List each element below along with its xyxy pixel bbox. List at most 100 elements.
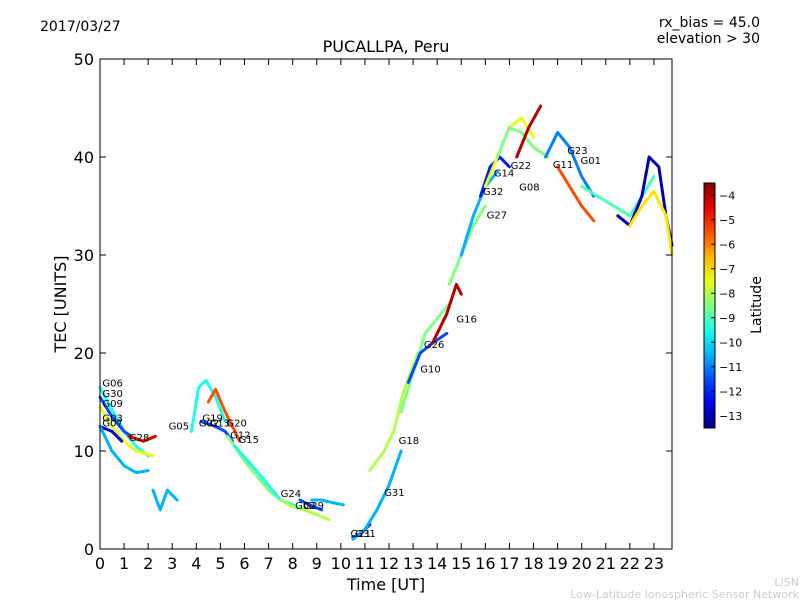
x-tick-label: 23 <box>644 554 664 573</box>
sat-label-g05: G05 <box>169 421 189 432</box>
series-line-g29 <box>310 498 345 507</box>
sat-label-g23: G23 <box>567 146 587 157</box>
sat-label-g20: G20 <box>226 419 246 430</box>
series-line-g31 <box>351 449 403 541</box>
sat-label-g29: G29 <box>304 501 324 512</box>
sat-label-g16: G16 <box>456 315 476 326</box>
y-tick-label: 50 <box>74 50 94 69</box>
series-line-g08 <box>495 126 550 159</box>
x-tick-label: 19 <box>547 554 567 573</box>
colorbar-tick-label: −10 <box>719 336 742 349</box>
sat-label-g24: G24 <box>281 489 301 500</box>
series-line-g09 <box>98 405 155 458</box>
colorbar: −4 −5 −6 −7 −8 −9 −10 −11 −12 −13 <box>703 182 742 429</box>
x-tick-label: 8 <box>288 554 298 573</box>
sat-label-g01: G01 <box>581 156 601 167</box>
plot-frame <box>99 58 673 550</box>
series-line-g20 <box>206 387 242 443</box>
x-tick-label: 16 <box>475 554 495 573</box>
x-tick-label: 3 <box>167 554 177 573</box>
x-tick-label: 9 <box>312 554 322 573</box>
x-tick-label: 10 <box>331 554 351 573</box>
plot-area: G06G30G09G03G07G28G05G19G02G13G20G12G15G… <box>74 50 674 573</box>
series-line-g32 <box>459 170 499 257</box>
series-line-g26 <box>406 331 449 384</box>
series-line-g01 <box>556 165 596 223</box>
y-tick-label: 0 <box>84 540 94 559</box>
sat-label-g19: G19 <box>202 414 222 425</box>
rx-bias-label: rx_bias = 45.0 <box>659 15 760 31</box>
sat-label-g11: G11 <box>553 160 573 171</box>
chart-title: PUCALLPA, Peru <box>323 37 450 56</box>
colorbar-tick-label: −11 <box>719 361 742 374</box>
colorbar-tick-label: −8 <box>719 287 735 300</box>
x-tick-label: 0 <box>95 554 105 573</box>
x-tick-label: 11 <box>355 554 375 573</box>
colorbar-tick-label: −13 <box>719 410 742 423</box>
series-line-g28 <box>127 434 157 443</box>
series-line-g05 <box>151 488 179 512</box>
y-tick-label: 10 <box>74 442 94 461</box>
series-line-g03 <box>98 425 124 443</box>
colorbar-tick-label: −5 <box>719 214 735 227</box>
series-line-g17 <box>580 175 656 218</box>
x-tick-label: 5 <box>215 554 225 573</box>
x-tick-label: 2 <box>143 554 153 573</box>
sat-label-g27: G27 <box>487 211 507 222</box>
x-tick-label: 15 <box>451 554 471 573</box>
series-line-g04 <box>628 189 674 257</box>
colorbar-label: Latitude <box>749 276 765 334</box>
x-tick-label: 22 <box>620 554 640 573</box>
series-line-g11 <box>515 104 543 159</box>
x-tick-label: 1 <box>119 554 129 573</box>
x-tick-label: 7 <box>263 554 273 573</box>
sat-label-g12: G12 <box>230 430 250 441</box>
colorbar-tick-label: −7 <box>719 263 735 276</box>
sat-label-g13: G13 <box>210 419 230 430</box>
series-line-g23 <box>544 131 596 198</box>
y-tick-label: 20 <box>74 344 94 363</box>
footer-org-short: LISN <box>774 576 799 589</box>
sat-label-g02: G02 <box>295 501 315 512</box>
sat-label-g28: G28 <box>129 433 149 444</box>
sat-label-g30: G30 <box>102 389 122 400</box>
x-tick-label: 6 <box>239 554 249 573</box>
series-line-g27 <box>447 204 487 286</box>
sat-label-g03: G03 <box>102 414 122 425</box>
sat-label-g31: G31 <box>355 529 375 540</box>
series-line-g15 <box>233 444 307 512</box>
x-tick-label: 12 <box>379 554 399 573</box>
series-line-g30 <box>98 395 133 438</box>
elevation-label: elevation > 30 <box>657 31 760 47</box>
colorbar-tick-label: −9 <box>719 312 735 325</box>
x-tick-label: 20 <box>572 554 592 573</box>
date-label: 2017/03/27 <box>40 19 121 35</box>
sat-label-g26: G26 <box>424 340 444 351</box>
colorbar-gradient <box>703 182 716 429</box>
sat-label-g09: G09 <box>102 399 122 410</box>
series-line-g19 <box>190 378 227 433</box>
colorbar-tick-label: −12 <box>719 385 742 398</box>
colorbar-tick-label: −4 <box>719 189 735 202</box>
series-line-g16 <box>430 282 463 345</box>
x-axis-label: Time [UT] <box>346 575 425 594</box>
sat-label-g21: G21 <box>351 529 371 540</box>
x-tick-label: 18 <box>523 554 543 573</box>
sat-label-g15: G15 <box>239 435 259 446</box>
sat-label-g14: G14 <box>494 169 514 180</box>
colorbar-tick-label: −6 <box>719 238 735 251</box>
x-tick-label: 17 <box>499 554 519 573</box>
sat-label-g22: G22 <box>511 161 531 172</box>
series-line-g07 <box>98 425 150 475</box>
x-tick-label: 13 <box>403 554 423 573</box>
y-tick-label: 30 <box>74 246 94 265</box>
series-line-g18 <box>368 351 420 473</box>
sat-label-g10: G10 <box>420 365 440 376</box>
y-axis-label: TEC [UNITS] <box>51 256 70 354</box>
sat-label-g32: G32 <box>483 187 503 198</box>
series-line-g02 <box>298 498 324 512</box>
footer-org-long: Low-Latitude Ionospheric Sensor Network <box>570 588 799 600</box>
y-tick-label: 40 <box>74 148 94 167</box>
x-tick-label: 21 <box>596 554 616 573</box>
